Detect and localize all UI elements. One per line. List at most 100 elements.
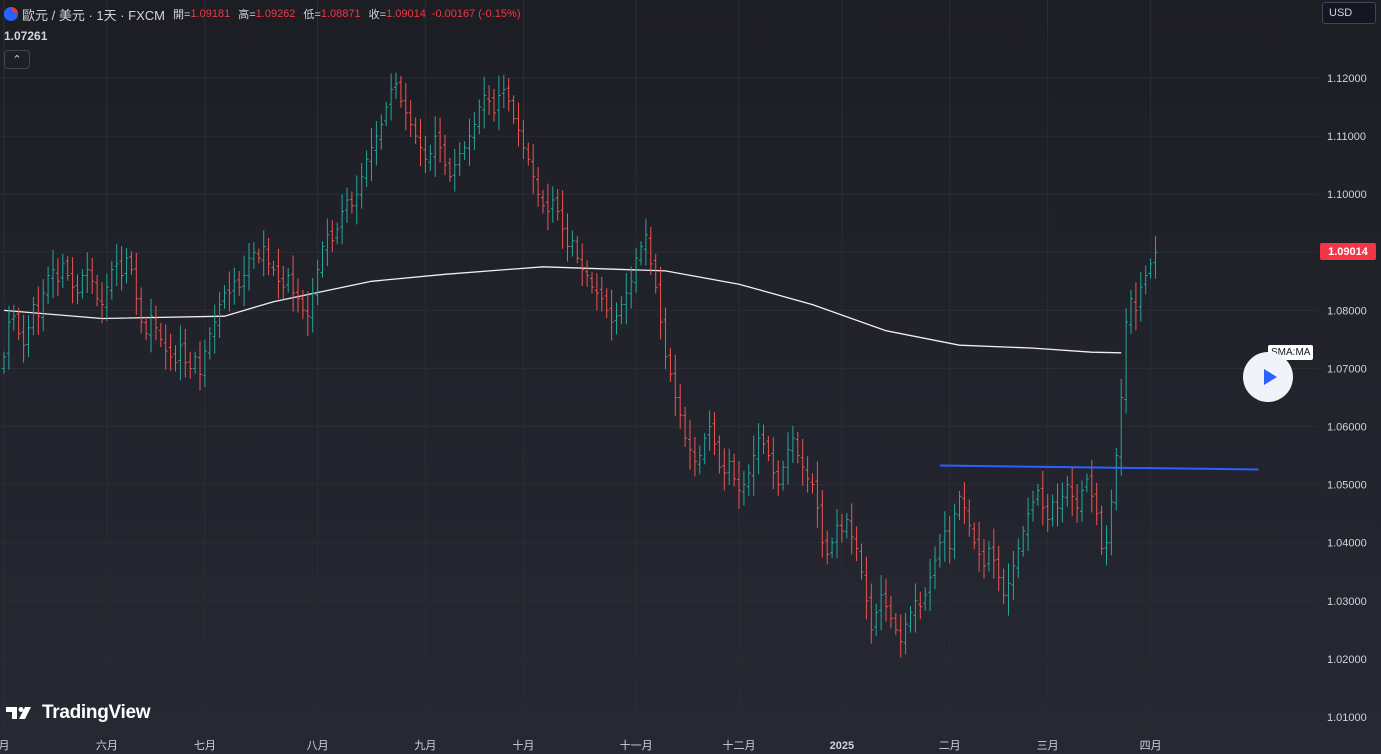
- ohlc-bar: [604, 288, 609, 319]
- ohlc-bar: [433, 116, 438, 177]
- ohlc-bar: [75, 274, 80, 305]
- ohlc-bar: [477, 99, 482, 135]
- ohlc-bar: [952, 503, 957, 560]
- ohlc-bar: [888, 595, 893, 629]
- ohlc-bar: [354, 175, 359, 225]
- ohlc-bar: [898, 614, 903, 658]
- ohlc-bar: [467, 118, 472, 166]
- ohlc-bar: [1070, 466, 1075, 517]
- ohlc-bar: [482, 76, 487, 129]
- collapse-legend-button[interactable]: ⌃: [4, 50, 30, 69]
- ohlc-bar: [124, 247, 129, 284]
- close-label: 收=: [368, 9, 387, 21]
- ohlc-bar: [153, 305, 158, 341]
- ohlc-bar: [65, 255, 70, 281]
- ohlc-bar: [874, 603, 879, 636]
- ohlc-bar: [516, 102, 521, 147]
- ohlc-bar: [80, 269, 85, 299]
- replay-button[interactable]: [1243, 352, 1293, 402]
- ohlc-bar: [1080, 480, 1084, 522]
- ohlc-bar: [104, 273, 109, 322]
- ohlc-bar: [531, 143, 536, 195]
- ohlc-bar: [114, 244, 119, 287]
- ohlc-bar: [85, 252, 90, 293]
- ohlc-bar: [462, 141, 467, 160]
- ohlc-bar: [16, 307, 21, 341]
- x-tick-label: 三月: [1037, 740, 1059, 752]
- x-tick-label: 十二月: [723, 738, 756, 752]
- ohlc-bar: [90, 257, 95, 294]
- ohlc-bar: [1099, 505, 1104, 555]
- ohlc-bar: [790, 425, 795, 464]
- ohlc-bar: [1040, 470, 1045, 526]
- ohlc-bar: [173, 345, 178, 372]
- y-tick-label: 1.12000: [1327, 73, 1367, 85]
- ohlc-bar: [991, 528, 996, 579]
- ohlc-bar: [6, 305, 11, 370]
- ohlc-bar: [139, 287, 144, 334]
- ohlc-bar: [972, 522, 977, 550]
- ohlc-bar: [193, 351, 198, 374]
- tradingview-logo-icon: [6, 707, 31, 719]
- ohlc-bar: [394, 72, 398, 99]
- ohlc-bar: [1065, 475, 1070, 507]
- ohlc-bar: [893, 613, 898, 636]
- ohlc-bar: [261, 230, 266, 277]
- ohlc-bar: [771, 437, 776, 490]
- ohlc-bar: [242, 255, 247, 307]
- low-label: 低=: [303, 9, 321, 21]
- ohlc-bar: [933, 546, 937, 590]
- ohlc-bar: [903, 612, 908, 655]
- ohlc-bar: [281, 265, 286, 300]
- ohlc-bar: [178, 325, 183, 381]
- ohlc-bar: [109, 260, 114, 300]
- open-label: 開=: [173, 9, 191, 21]
- ohlc-bar: [746, 464, 751, 496]
- symbol-title[interactable]: 歐元 / 美元 · 1天 · FXCM: [22, 7, 166, 23]
- ohlc-bar: [555, 189, 560, 221]
- currency-button[interactable]: USD: [1322, 2, 1376, 24]
- ohlc-bar: [1143, 265, 1148, 295]
- tradingview-logo[interactable]: TradingView: [6, 702, 151, 723]
- ohlc-bar: [330, 220, 335, 252]
- ohlc-bar: [70, 257, 75, 304]
- ohlc-bar: [678, 383, 683, 429]
- ohlc-bar: [795, 431, 800, 464]
- ohlc-bar: [815, 461, 820, 528]
- y-tick-label: 1.01000: [1327, 712, 1367, 724]
- ohlc-bar: [761, 424, 766, 455]
- ohlc-bar: [2, 351, 6, 374]
- ohlc-bar: [134, 252, 139, 315]
- high-value: 1.09262: [255, 8, 296, 20]
- ohlc-bar: [418, 118, 423, 167]
- ohlc-bar: [629, 266, 634, 309]
- ohlc-bar: [1026, 497, 1031, 551]
- ohlc-bar: [379, 114, 384, 150]
- ohlc-bar: [741, 470, 746, 506]
- ohlc-bar: [335, 222, 340, 245]
- ohlc-bar: [384, 101, 389, 127]
- logo-text: TradingView: [42, 702, 151, 723]
- ohlc-bar: [55, 258, 60, 297]
- ohlc-bar: [521, 119, 526, 160]
- ohlc-bar: [800, 439, 805, 486]
- ohlc-bar: [820, 490, 825, 558]
- ohlc-bar: [634, 247, 639, 293]
- ohlc-bar: [26, 315, 31, 358]
- ohlc-bar: [452, 148, 457, 192]
- ohlc-bar: [849, 503, 854, 555]
- ohlc-bar: [423, 136, 428, 174]
- sma-line: [3, 266, 1122, 354]
- ohlc-bar: [305, 291, 310, 337]
- ohlc-bar: [315, 259, 320, 306]
- ohlc-bar: [251, 242, 256, 269]
- ohlc-bar: [766, 435, 771, 461]
- ohlc-bar: [879, 575, 884, 631]
- ohlc-bar: [913, 583, 918, 633]
- ohlc-bar: [722, 448, 727, 491]
- y-tick-label: 1.10000: [1327, 189, 1367, 201]
- ohlc-bar: [100, 282, 104, 324]
